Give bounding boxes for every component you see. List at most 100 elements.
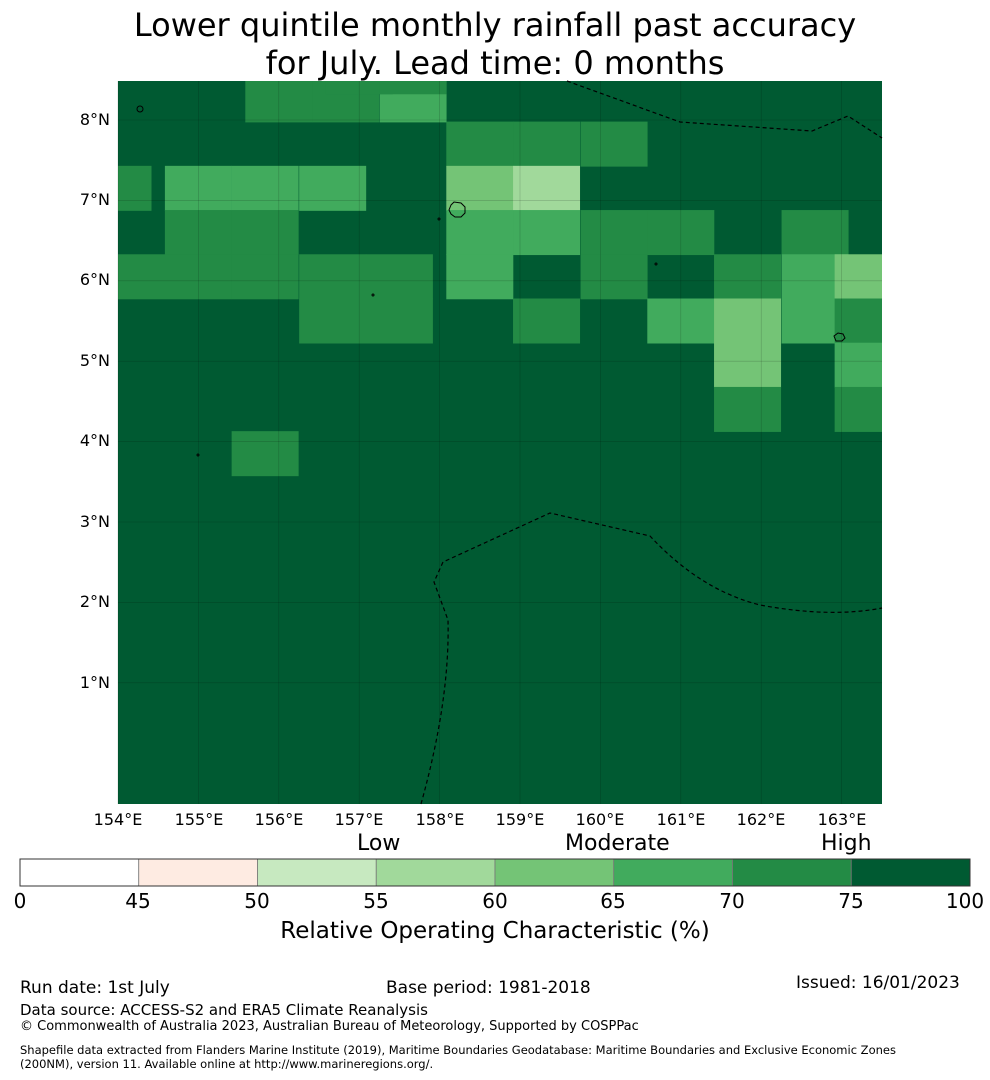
lat-label: 3°N [79,512,110,531]
roc-cell [714,298,782,344]
island-small-3 [371,293,375,297]
lon-label: 154°E [93,810,143,829]
roc-cell [647,298,715,344]
island-small-4 [437,217,441,221]
roc-cell [446,210,514,256]
roc-cell [365,298,433,344]
colorbar-tick-label: 65 [600,889,626,913]
shapefile-credit-line1: Shapefile data extracted from Flanders M… [20,1043,896,1057]
eez-boundary-south [420,512,883,805]
colorbar-category-low: Low [357,831,401,856]
roc-cell [513,210,581,256]
roc-cell [299,165,367,211]
colorbar-bin [850,858,971,887]
lon-label: 155°E [174,810,224,829]
colorbar-tick-label: 60 [482,889,508,913]
roc-cell [245,81,313,123]
roc-cell [164,210,232,256]
roc-cell [118,165,152,211]
colorbar [19,858,971,887]
roc-cell [580,121,648,167]
colorbar-bin [257,858,377,887]
colorbar-category-high: High [821,831,872,856]
roc-cell [714,386,782,432]
eez-boundary-north [566,80,883,139]
roc-cell [446,254,514,300]
colorbar-tick-label: 100 [945,889,985,913]
base-period: Base period: 1981-2018 [386,978,591,998]
colorbar-title: Relative Operating Characteristic (%) [280,918,710,944]
roc-cell [834,386,882,432]
lon-label: 163°E [817,810,867,829]
roc-cell [379,81,447,95]
issued-date: Issued: 16/01/2023 [796,973,960,993]
roc-cell [714,342,782,388]
roc-cell [580,254,648,300]
data-source: Data source: ACCESS-S2 and ERA5 Climate … [20,1001,428,1019]
roc-cell [231,254,299,300]
roc-cell [231,165,299,211]
roc-cell [580,210,648,256]
roc-cell [513,121,581,167]
roc-cell [834,342,882,388]
roc-cell [834,298,882,344]
lat-label: 6°N [79,270,110,289]
eez-boundaries [420,80,883,805]
island-small-2 [654,262,658,266]
copyright: © Commonwealth of Australia 2023, Austra… [20,1019,639,1034]
colorbar-bin [375,858,496,887]
colorbar-bin [732,858,852,887]
lat-label: 8°N [79,110,110,129]
roc-cell [164,165,232,211]
colorbar-bin [19,858,140,887]
roc-cell [446,165,514,211]
lon-label: 157°E [334,810,384,829]
colorbar-tick-label: 0 [13,889,27,913]
chart-title: Lower quintile monthly rainfall past acc… [0,6,990,82]
lon-label: 158°E [415,810,465,829]
islands [136,105,846,457]
roc-cell [325,81,393,95]
roc-cell [164,254,232,300]
roc-cell [231,431,299,477]
colorbar-frame [19,858,971,887]
run-date: Run date: 1st July [20,978,170,998]
colorbar-tick-label: 70 [719,889,745,913]
roc-cell [365,254,433,300]
roc-cell [446,121,514,167]
colorbar-tick-label: 75 [838,889,864,913]
island-small-1 [136,105,144,113]
roc-cell [299,254,367,300]
island-pohnpei [448,201,466,218]
island-kosrae [833,332,846,342]
map-gridlines [117,81,882,804]
lat-label: 7°N [79,190,110,209]
roc-cell [299,298,367,344]
roc-cell [513,165,581,211]
lon-label: 160°E [575,810,625,829]
roc-cell [834,254,882,300]
roc-cell [513,298,581,344]
lon-label: 162°E [736,810,786,829]
lon-label: 156°E [254,810,304,829]
roc-cells [118,81,882,477]
chart-title-line2: for July. Lead time: 0 months [265,44,725,82]
lon-label: 161°E [656,810,706,829]
colorbar-category-moderate: Moderate [565,831,670,856]
lat-label: 5°N [79,351,110,370]
shapefile-credit-line2: (200NM), version 11. Available online at… [20,1057,434,1071]
colorbar-bin [494,858,615,887]
lat-label: 2°N [79,592,110,611]
colorbar-tick-label: 50 [244,889,270,913]
roc-cell [781,210,849,256]
colorbar-bin [138,858,258,887]
lat-label: 4°N [79,431,110,450]
chart-title-line1: Lower quintile monthly rainfall past acc… [133,6,857,44]
colorbar-tick-label: 45 [125,889,151,913]
island-small-5 [196,453,200,457]
roc-cell [231,210,299,256]
colorbar-tick-label: 55 [363,889,389,913]
roc-cell [647,210,715,256]
colorbar-bin [613,858,733,887]
